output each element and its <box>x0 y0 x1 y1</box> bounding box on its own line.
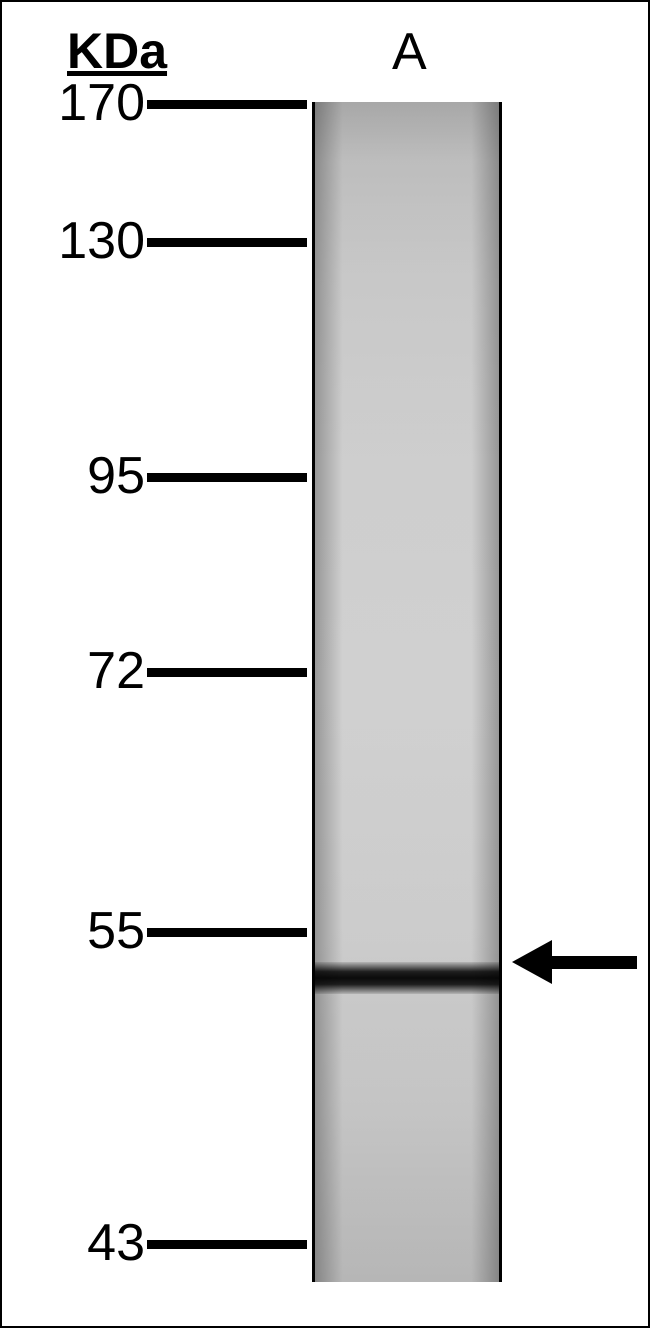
marker-label-72: 72 <box>35 641 145 701</box>
arrow-shaft <box>552 956 637 969</box>
arrow-head-icon <box>512 940 552 984</box>
marker-tick-43 <box>147 1240 307 1249</box>
marker-tick-72 <box>147 668 307 677</box>
lane-background <box>315 102 499 1282</box>
marker-label-55: 55 <box>35 901 145 961</box>
marker-tick-95 <box>147 473 307 482</box>
marker-tick-130 <box>147 238 307 247</box>
marker-label-170: 170 <box>35 73 145 133</box>
marker-tick-170 <box>147 100 307 109</box>
unit-label: KDa <box>67 22 167 80</box>
lane-label-a: A <box>392 22 427 82</box>
marker-label-130: 130 <box>35 211 145 271</box>
band-indicator-arrow <box>512 940 637 985</box>
marker-tick-55 <box>147 928 307 937</box>
marker-label-43: 43 <box>35 1213 145 1273</box>
gel-lane-a <box>312 102 502 1282</box>
protein-band <box>315 962 499 994</box>
marker-label-95: 95 <box>35 446 145 506</box>
